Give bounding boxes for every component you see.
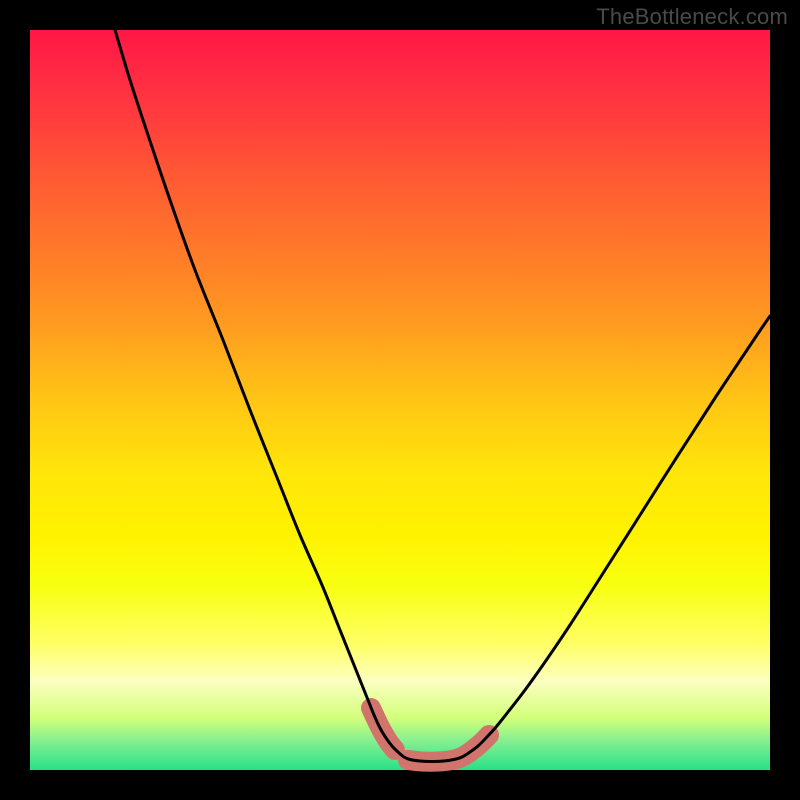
bottleneck-chart [0,0,800,800]
chart-stage: TheBottleneck.com [0,0,800,800]
watermark-label: TheBottleneck.com [596,4,788,30]
gradient-plot-area [30,30,770,770]
